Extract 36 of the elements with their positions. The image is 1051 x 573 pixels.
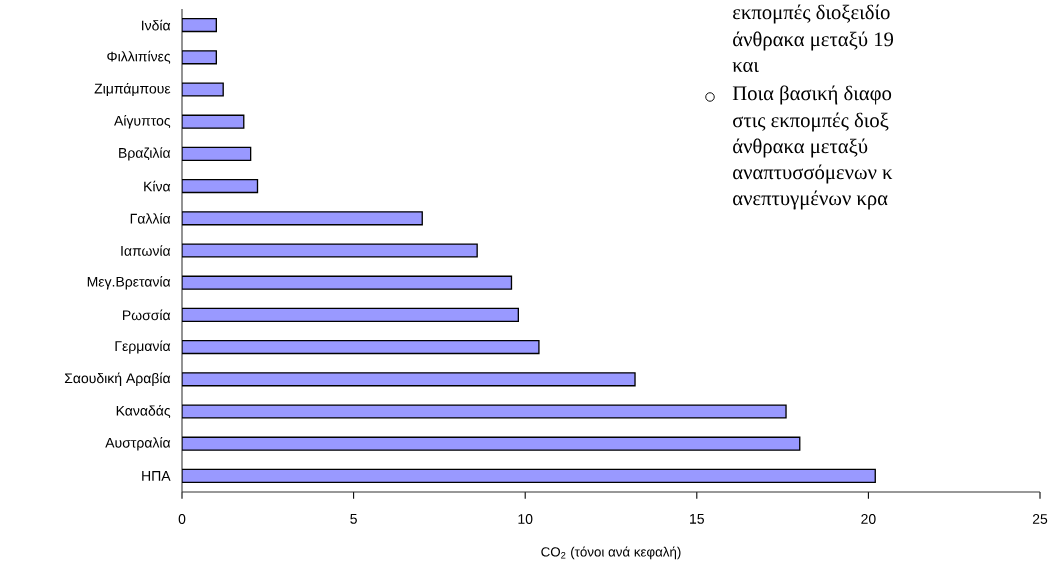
y-tick-label: Καναδάς xyxy=(116,405,171,418)
x-tick-label: 25 xyxy=(1032,514,1048,524)
x-axis-title: CO$_{2}$ (τόνοι ανά κεφαλή) xyxy=(541,546,681,560)
bar xyxy=(182,307,520,322)
x-tick-label: 20 xyxy=(861,514,876,524)
y-tick-label: Ινδία xyxy=(142,19,171,31)
y-tick-label: Αίγυπτος xyxy=(114,114,171,129)
annotation: ανεπτυγμένων κρα xyxy=(733,190,888,210)
bar xyxy=(182,17,217,33)
y-tick-label: ΗΠΑ xyxy=(142,471,171,481)
annotation: άνθρακα μεταξύ xyxy=(733,138,868,158)
annotation: στις εκπομπές διοξ xyxy=(733,112,889,132)
annotation: Ποια βασική διαφο xyxy=(732,85,892,105)
x-tick-label: 15 xyxy=(690,514,704,524)
annotation: αναπτυσσόμενων κ xyxy=(733,164,893,184)
bar xyxy=(182,146,252,162)
x-tick-label: 10 xyxy=(518,514,533,524)
bar xyxy=(182,468,876,483)
x-tick-label: 5 xyxy=(350,514,357,524)
y-tick-label: Ρωσσία xyxy=(123,309,171,321)
y-tick-label: Γερμανία xyxy=(115,340,171,354)
y-tick-label: Μεγ.Βρετανία xyxy=(87,275,171,290)
y-tick-label: Φιλλιπίνες xyxy=(107,50,171,64)
x-tick-label: 0 xyxy=(178,514,186,524)
y-tick-label: Αυστραλία xyxy=(105,436,171,451)
bar xyxy=(182,178,259,194)
annotation: άνθρακα μεταξύ 19 xyxy=(733,31,894,51)
y-tick-label: Κίνα xyxy=(144,180,171,192)
y-tick-label: Ζιμπάμπουε xyxy=(94,82,171,97)
y-tick-label: Σαουδική Αραβία xyxy=(64,372,171,387)
y-tick-label: Γαλλία xyxy=(130,212,171,224)
y-tick-label: Βραζιλία xyxy=(119,147,171,161)
y-tick-label: Ιαπωνία xyxy=(121,245,171,256)
annotation: και xyxy=(732,62,759,72)
bar xyxy=(182,339,540,355)
annotation: εκπομπές διοξειδίο xyxy=(733,4,890,24)
